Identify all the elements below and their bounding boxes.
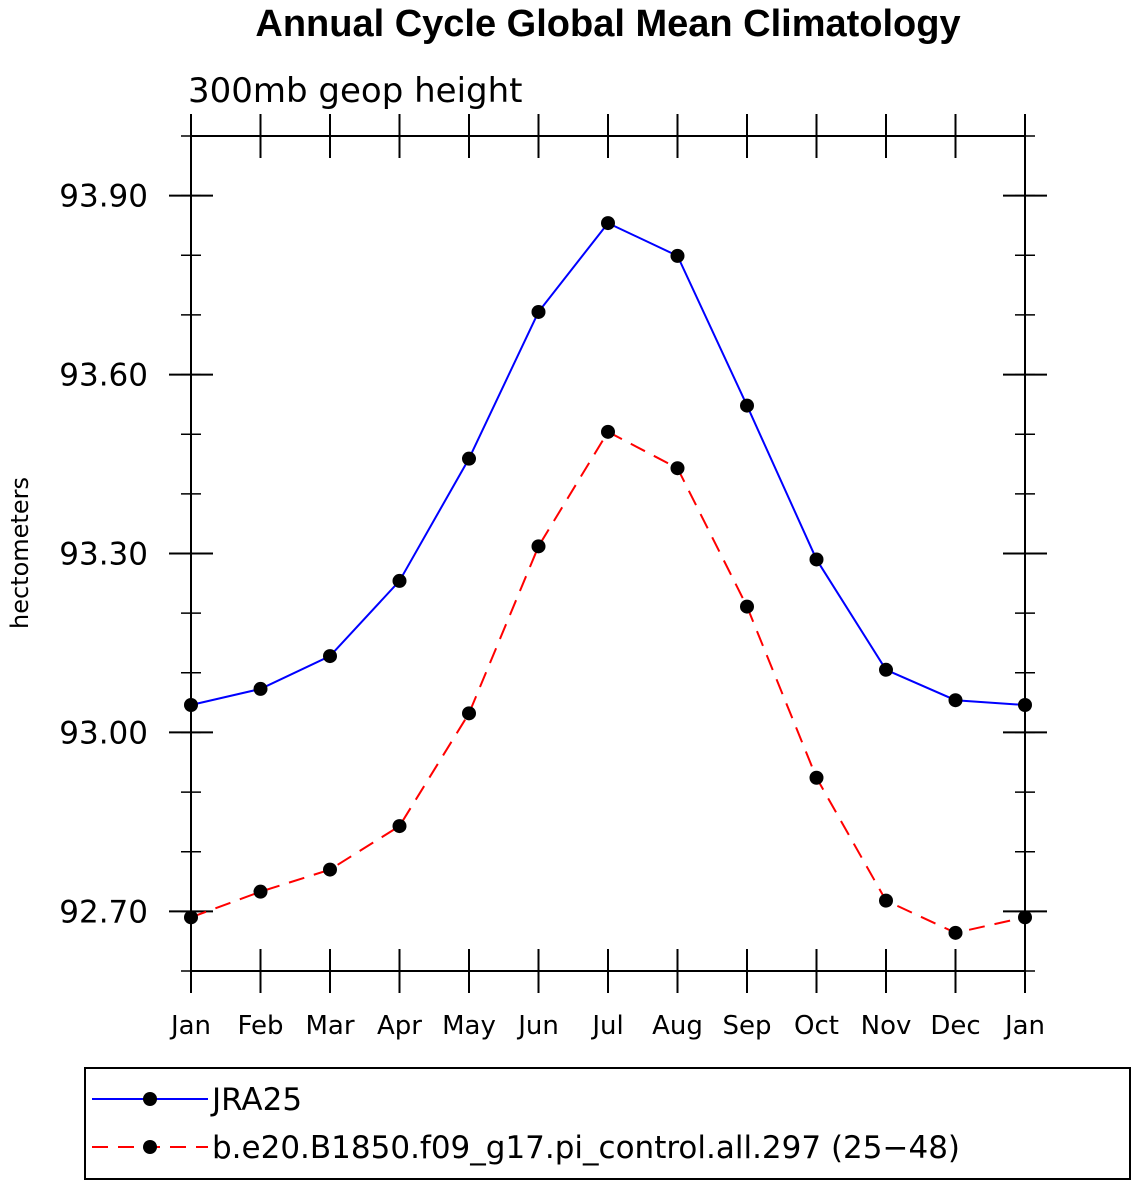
- x-tick-label: Nov: [861, 1011, 912, 1041]
- x-tick-label: Jul: [590, 1011, 623, 1041]
- x-tick-label: Jan: [169, 1011, 211, 1041]
- series-2-point: [740, 599, 754, 614]
- series-2-point: [184, 910, 198, 925]
- plot-area: 93.90 93.60 93.30 93.00 92.70 Jan Feb Mar Apr May…: [59, 114, 1047, 1041]
- y-tick-label: 93.90: [59, 179, 148, 215]
- series-2-point: [948, 925, 963, 940]
- series-2-point: [462, 706, 476, 721]
- series-1-point: [392, 573, 407, 588]
- series-1-point: [740, 398, 754, 413]
- series-2-point: [531, 539, 546, 554]
- x-tick-label: Feb: [237, 1011, 283, 1041]
- y-tick-label: 93.30: [59, 537, 148, 573]
- series-1-point: [601, 216, 615, 231]
- series-1-point: [462, 451, 476, 466]
- series-2-point: [323, 862, 337, 877]
- x-tick-label: Aug: [652, 1011, 703, 1041]
- y-tick-label: 93.60: [59, 358, 148, 394]
- x-tick-label: Dec: [930, 1011, 980, 1041]
- series-2-point: [1018, 910, 1032, 925]
- y-tick-label: 93.00: [59, 715, 148, 751]
- series-2-point: [601, 424, 615, 439]
- series-line-2: [190, 430, 1026, 934]
- series-line-1: [190, 221, 1026, 706]
- legend-label-2: b.e20.B1850.f09_g17.pi_control.all.297 (…: [212, 1130, 960, 1166]
- plot-frame: [190, 135, 1026, 972]
- legend-marker-2: [143, 1140, 157, 1154]
- series-1-point: [1018, 697, 1032, 712]
- chart-title: Annual Cycle Global Mean Climatology: [255, 3, 960, 45]
- series-2-point: [253, 884, 268, 899]
- x-tick-label: Sep: [722, 1011, 771, 1041]
- series-2-point: [392, 819, 407, 834]
- y-tick-label: 92.70: [59, 894, 148, 930]
- legend: JRA25 b.e20.B1850.f09_g17.pi_control.all.…: [92, 1082, 960, 1166]
- series-1-point: [670, 248, 685, 263]
- series-1-point: [809, 552, 824, 567]
- series-1-point: [323, 649, 337, 664]
- series-1-point: [879, 662, 893, 677]
- x-tick-label: Mar: [305, 1011, 354, 1041]
- series-2-point: [670, 461, 685, 476]
- series-1-point: [531, 304, 546, 319]
- legend-marker-1: [143, 1092, 157, 1106]
- legend-label-1: JRA25: [210, 1082, 302, 1118]
- x-tick-label: Oct: [794, 1011, 839, 1041]
- x-tick-label: Jun: [516, 1011, 559, 1041]
- x-tick-label: May: [442, 1011, 496, 1041]
- series-1-point: [948, 693, 963, 708]
- chart-subtitle: 300mb geop height: [188, 71, 522, 111]
- series-2-point: [879, 893, 893, 908]
- series-1-point: [184, 697, 198, 712]
- y-axis-label: hectometers: [6, 477, 34, 629]
- series-1-point: [253, 681, 268, 696]
- x-tick-label: Apr: [377, 1011, 422, 1041]
- x-tick-label: Jan: [1003, 1011, 1045, 1041]
- legend-box: [84, 1067, 1131, 1180]
- series-2-point: [809, 770, 824, 785]
